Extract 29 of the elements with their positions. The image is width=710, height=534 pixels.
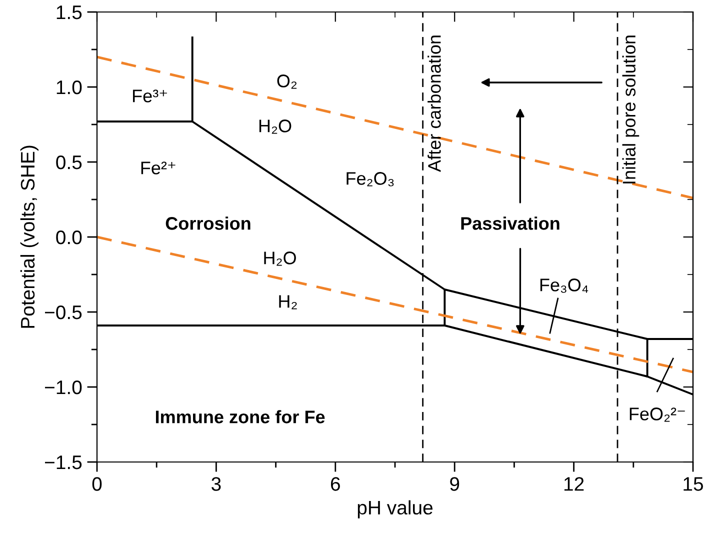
y-tick-label: 0.5: [56, 155, 82, 170]
annotation: H₂O: [259, 120, 292, 134]
y-axis-title: Potential (volts, SHE): [20, 146, 38, 328]
x-tick-label: 12: [564, 477, 584, 491]
y-tick-label: 1.5: [56, 6, 82, 20]
annotation: Immune zone for Fe: [156, 410, 325, 424]
annotation: Fe²⁺: [141, 162, 176, 174]
x-tick-label: 0: [92, 477, 102, 491]
ref-line-label: After carbonation: [428, 36, 441, 172]
y-tick-label: 1.0: [56, 80, 82, 94]
annotation: H₂: [279, 295, 297, 310]
x-tick-label: 3: [212, 477, 221, 491]
annotation: Corrosion: [166, 216, 250, 230]
annotation: Passivation: [461, 216, 560, 230]
y-tick-label: −1.0: [44, 380, 82, 394]
annotation: Fe³⁺: [133, 90, 167, 102]
x-axis-title: pH value: [358, 500, 433, 518]
annotation: H₂O: [264, 252, 296, 266]
annotation: O₂: [277, 74, 297, 89]
y-tick-label: −0.5: [44, 305, 82, 320]
annotation: Fe₂O₃: [346, 172, 394, 186]
annotation: Fe₃O₄: [540, 278, 588, 293]
y-tick-label: −1.5: [44, 456, 82, 470]
x-tick-label: 9: [450, 477, 460, 491]
annotation: FeO₂²⁻: [630, 408, 685, 422]
x-tick-label: 15: [684, 477, 703, 491]
x-tick-label: 6: [330, 477, 340, 491]
y-tick-label: 0.0: [56, 230, 82, 244]
ref-line-label: Initial pore solution: [622, 36, 640, 184]
